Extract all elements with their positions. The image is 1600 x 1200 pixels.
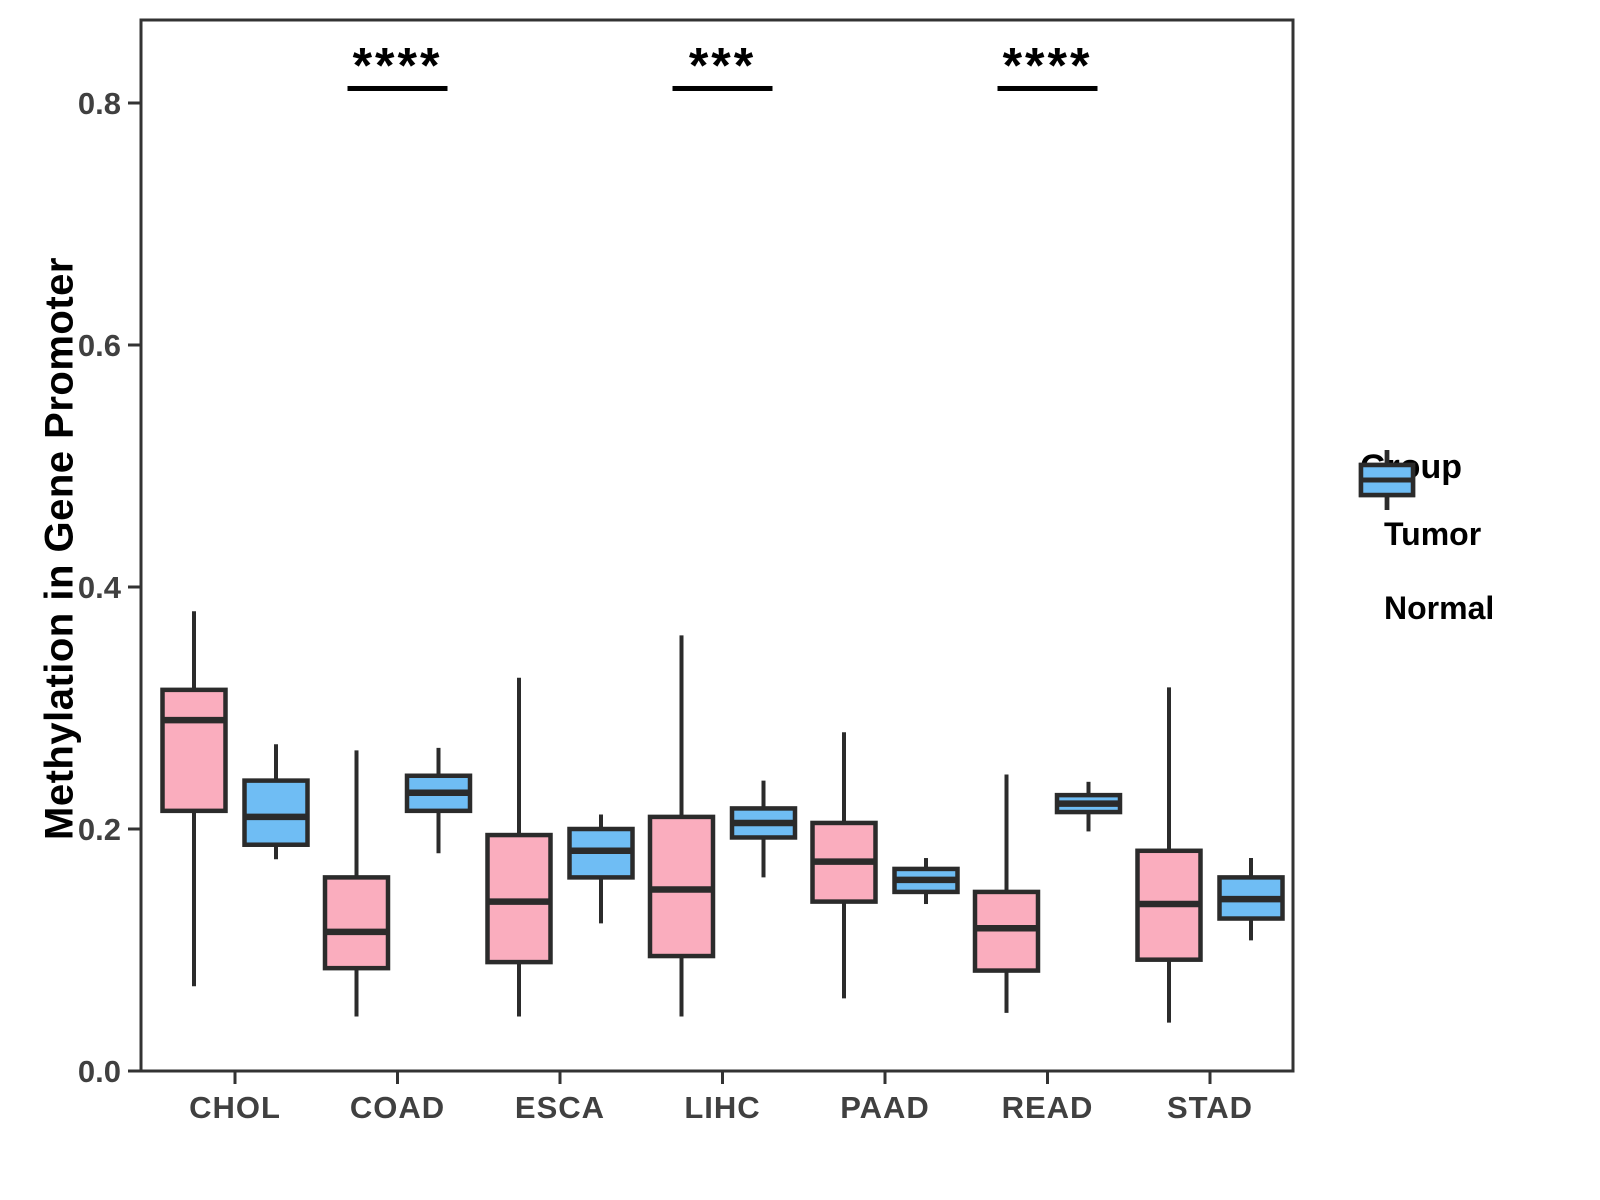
x-tick-label-paad: PAAD xyxy=(840,1090,930,1125)
box-lihc-normal xyxy=(729,780,798,878)
significance-bar xyxy=(997,85,1098,91)
x-tick-label-esca: ESCA xyxy=(515,1090,605,1125)
significance-bar xyxy=(672,85,773,91)
box-paad-normal xyxy=(892,858,960,905)
box-esca-tumor xyxy=(485,677,553,1017)
x-tick-label-lihc: LIHC xyxy=(684,1090,760,1125)
y-tick-label: 0.4 xyxy=(78,570,122,605)
box-chol-tumor xyxy=(160,611,228,987)
legend-label-normal: Normal xyxy=(1384,589,1495,626)
box-paad-tumor xyxy=(810,732,878,999)
x-axis: CHOL COAD ESCA LIHC PAAD READ STAD xyxy=(189,1071,1253,1125)
significance-stars: **** xyxy=(353,37,443,93)
panel-border xyxy=(139,18,1295,1073)
legend-label-tumor: Tumor xyxy=(1384,515,1482,552)
box-lihc-tumor xyxy=(647,635,716,1017)
significance-lihc: *** xyxy=(672,37,773,93)
normal-boxplot-icon xyxy=(1358,450,1416,510)
iqr-box xyxy=(242,778,310,847)
y-tick-label: 0.2 xyxy=(78,812,121,847)
significance-stars: *** xyxy=(689,37,756,93)
significance-coad: **** xyxy=(347,37,448,93)
legend-item-normal: Normal xyxy=(1358,450,1495,641)
box-chol-normal xyxy=(242,744,310,860)
x-tick-label-coad: COAD xyxy=(350,1090,445,1125)
iqr-box xyxy=(322,875,391,971)
box-stad-normal xyxy=(1217,858,1285,941)
iqr-box xyxy=(160,687,228,814)
y-tick-label: 0.0 xyxy=(78,1054,121,1089)
significance-stars: **** xyxy=(1003,37,1093,93)
significance-bar xyxy=(347,85,448,91)
box-esca-normal xyxy=(567,814,635,924)
box-coad-normal xyxy=(404,747,473,854)
y-tick-label: 0.6 xyxy=(78,328,121,363)
box-read-normal xyxy=(1054,781,1123,832)
x-tick-label-chol: CHOL xyxy=(189,1090,281,1125)
x-tick-label-stad: STAD xyxy=(1167,1090,1253,1125)
box-stad-tumor xyxy=(1135,687,1203,1023)
significance-read: **** xyxy=(997,37,1098,93)
legend: Group Tumor Normal xyxy=(1358,448,1494,649)
box-coad-tumor xyxy=(322,750,391,1017)
y-tick-label: 0.8 xyxy=(78,86,121,121)
box-read-tumor xyxy=(972,774,1041,1013)
y-axis: 0.0 0.2 0.4 0.6 0.8 xyxy=(78,86,141,1089)
x-tick-label-read: READ xyxy=(1002,1090,1094,1125)
